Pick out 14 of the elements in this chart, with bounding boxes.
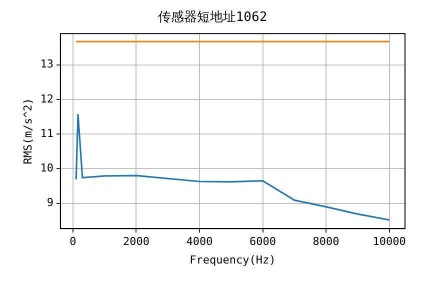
x-tick-label: 10000 <box>372 235 406 248</box>
chart-title: 传感器短地址1062 <box>158 10 268 26</box>
y-axis-title: RMS(m/s^2) <box>21 98 34 164</box>
y-tick-label: 9 <box>46 196 54 210</box>
x-tick-label: 0 <box>70 235 76 248</box>
x-tick-label: 4000 <box>186 235 213 248</box>
x-axis-title: Frequency(Hz) <box>190 253 276 266</box>
x-tick-label: 2000 <box>122 235 150 248</box>
x-tick-label: 8000 <box>312 235 340 248</box>
y-tick-label: 12 <box>40 92 54 106</box>
x-tick-label: 6000 <box>250 235 276 248</box>
y-tick-label: 13 <box>40 58 54 71</box>
y-tick-label: 11 <box>40 126 54 140</box>
y-tick-label: 10 <box>40 162 54 175</box>
